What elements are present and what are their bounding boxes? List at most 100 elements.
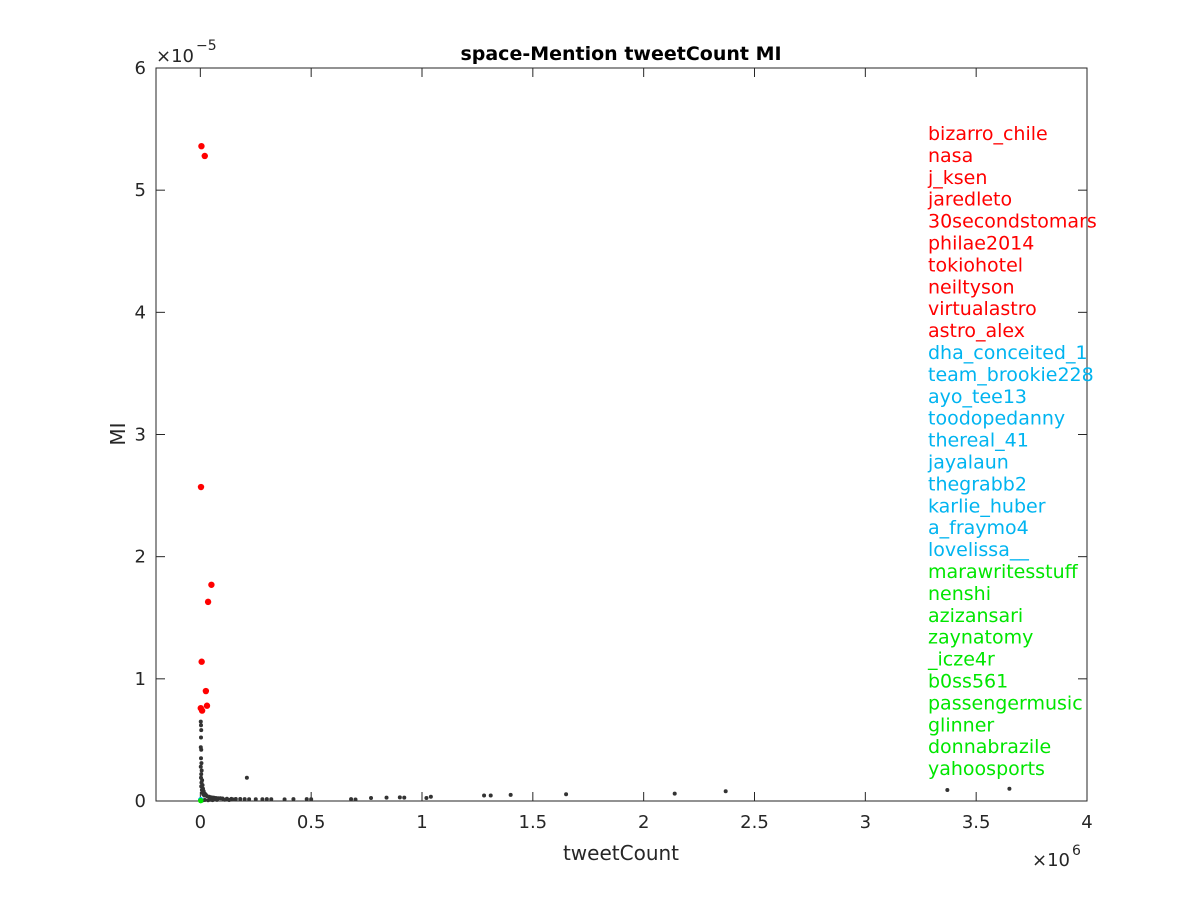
point-label: nenshi xyxy=(928,583,991,605)
red-data-point xyxy=(208,581,215,588)
point-label: zaynatomy xyxy=(928,627,1033,649)
gray-data-point xyxy=(199,761,204,766)
x-tick-label: 0.5 xyxy=(297,812,326,833)
plot-area xyxy=(155,67,1088,802)
gray-data-point xyxy=(397,795,402,800)
point-label: philae2014 xyxy=(928,233,1034,255)
x-tick-label: 1.5 xyxy=(519,812,548,833)
point-label: b0ss561 xyxy=(928,671,1008,693)
y-axis-ticks: 0 1 2 3 4 5 6 xyxy=(135,58,1087,812)
point-label: donnabrazile xyxy=(928,736,1051,758)
point-label: neiltyson xyxy=(928,276,1015,298)
point-label: _icze4r xyxy=(927,649,995,671)
gray-data-point xyxy=(384,795,389,800)
gray-data-point xyxy=(723,789,728,794)
gray-data-point xyxy=(945,788,950,793)
x-tick-label: 2.5 xyxy=(740,812,769,833)
gray-data-point xyxy=(199,768,204,773)
point-label: passengermusic xyxy=(928,692,1083,714)
y-multiplier-base: ×10 xyxy=(156,46,194,67)
x-tick-label: 3 xyxy=(860,812,871,833)
gray-data-point xyxy=(253,797,258,802)
gray-data-point xyxy=(260,797,265,802)
point-label: 30secondstomars xyxy=(928,211,1097,233)
point-labels: bizarro_chilenasaj_ksenjaredleto30second… xyxy=(927,123,1097,780)
gray-data-point xyxy=(349,797,354,802)
y-axis-multiplier: ×10 −5 xyxy=(156,38,217,67)
y-multiplier-exponent: −5 xyxy=(196,38,217,54)
gray-data-point xyxy=(672,791,677,796)
x-axis-ticks: 0 0.5 1 1.5 2 2.5 3 3.5 4 xyxy=(195,68,1093,833)
point-label: thereal_41 xyxy=(928,430,1029,452)
chart-title: space-Mention tweetCount MI xyxy=(460,43,781,65)
y-tick-label: 2 xyxy=(135,547,146,568)
point-label: astro_alex xyxy=(928,320,1025,342)
gray-data-point xyxy=(222,797,227,802)
y-axis-label: MI xyxy=(106,422,130,445)
x-tick-label: 3.5 xyxy=(962,812,991,833)
point-label: ayo_tee13 xyxy=(928,386,1027,408)
x-axis-label: tweetCount xyxy=(563,841,679,865)
gray-data-point xyxy=(482,793,487,798)
point-label: jayalaun xyxy=(927,452,1009,474)
point-label: dha_conceited_1 xyxy=(928,342,1088,364)
red-data-point xyxy=(198,658,205,665)
point-label: thegrabb2 xyxy=(928,473,1027,495)
x-tick-label: 2 xyxy=(638,812,649,833)
x-multiplier-base: ×10 xyxy=(1032,850,1070,871)
gray-data-point xyxy=(199,747,204,752)
red-data-point xyxy=(197,483,205,491)
x-tick-label: 0 xyxy=(195,812,206,833)
point-label: karlie_huber xyxy=(928,495,1046,517)
point-label: nasa xyxy=(928,145,973,167)
point-label: virtualastro xyxy=(928,298,1037,320)
gray-data-point xyxy=(199,772,204,777)
gray-data-point xyxy=(269,797,274,802)
gray-data-point xyxy=(402,795,407,800)
red-data-point xyxy=(203,702,211,709)
red-data-point xyxy=(198,707,206,714)
point-label: team_brookie228 xyxy=(928,364,1094,386)
gray-data-point xyxy=(242,797,247,802)
gray-data-point xyxy=(428,794,433,799)
point-label: j_ksen xyxy=(927,167,987,189)
gray-data-point xyxy=(309,797,314,802)
y-tick-label: 0 xyxy=(135,791,146,812)
gray-data-point xyxy=(198,756,203,761)
gray-data-point xyxy=(247,797,252,802)
point-label: marawritesstuff xyxy=(928,561,1079,583)
point-label: yahoosports xyxy=(928,758,1045,780)
point-label: bizarro_chile xyxy=(928,123,1048,145)
gray-data-point xyxy=(214,797,219,802)
gray-data-point xyxy=(202,798,207,803)
gray-data-point xyxy=(282,797,287,802)
gray-data-point xyxy=(231,797,236,802)
gray-data-point xyxy=(304,797,309,802)
y-tick-label: 3 xyxy=(135,425,146,446)
gray-data-point xyxy=(227,798,232,803)
x-tick-label: 4 xyxy=(1081,812,1092,833)
green-data-point xyxy=(198,798,204,804)
x-axis-multiplier: ×10 6 xyxy=(1032,843,1081,871)
y-tick-label: 4 xyxy=(135,302,146,323)
y-tick-label: 1 xyxy=(135,669,146,690)
point-label: jaredleto xyxy=(927,189,1012,211)
x-tick-label: 1 xyxy=(416,812,427,833)
x-multiplier-exponent: 6 xyxy=(1072,843,1081,859)
point-label: a_fraymo4 xyxy=(928,517,1029,539)
gray-data-point xyxy=(1007,786,1012,791)
point-label: tokiohotel xyxy=(928,254,1023,276)
red-data-point xyxy=(201,152,208,160)
red-data-point xyxy=(202,687,210,695)
gray-data-point xyxy=(291,797,296,802)
gray-data-point xyxy=(508,792,513,797)
y-tick-label: 5 xyxy=(135,180,146,201)
gray-data-point xyxy=(199,728,204,733)
gray-data-point xyxy=(198,764,203,769)
gray-data-point xyxy=(564,792,569,797)
gray-data-point xyxy=(198,735,203,740)
point-label: glinner xyxy=(928,714,994,736)
gray-data-point xyxy=(264,797,269,802)
red-data-point xyxy=(198,142,205,150)
